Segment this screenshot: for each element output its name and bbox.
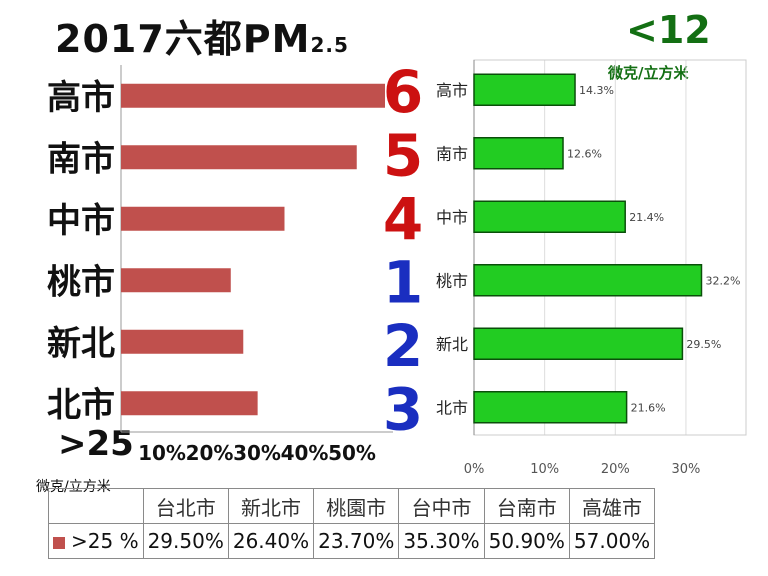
right-value-label: 14.3% xyxy=(579,84,614,97)
right-category-label: 高市 xyxy=(436,81,468,100)
table-row-label: >25 % xyxy=(48,523,144,559)
right-bar xyxy=(473,137,564,170)
table-header-cell: 桃園市 xyxy=(313,488,400,524)
table-cell: 23.70% xyxy=(313,523,400,559)
table-header-row: 台北市 新北市 桃園市 台中市 台南市 高雄市 xyxy=(48,488,656,524)
left-category-label: 新北 xyxy=(47,324,115,364)
right-category-label: 新北 xyxy=(436,335,468,354)
right-bar xyxy=(473,327,684,360)
right-bar xyxy=(473,391,628,424)
right-value-label: 21.4% xyxy=(629,211,664,224)
left-tick-label: 40% xyxy=(281,441,329,465)
table-cell: 29.50% xyxy=(142,523,229,559)
left-category-label: 北市 xyxy=(47,385,115,425)
rank-number: 5 xyxy=(383,121,423,189)
right-tick-label: 0% xyxy=(464,462,485,477)
legend-swatch xyxy=(53,536,65,549)
left-bar xyxy=(121,391,258,416)
left-bar xyxy=(121,329,244,354)
table-header-cell: 新北市 xyxy=(227,488,315,524)
table-cell: 26.40% xyxy=(227,523,315,559)
rank-number: 4 xyxy=(383,185,423,253)
rank-number: 1 xyxy=(383,248,423,316)
rank-number: 2 xyxy=(383,312,423,380)
left-tick-label: 30% xyxy=(233,441,281,465)
table-row: >25 % 29.50% 26.40% 23.70% 35.30% 50.90%… xyxy=(48,523,656,559)
right-bar xyxy=(473,264,703,297)
table-header-cell: 台南市 xyxy=(483,488,570,524)
table-cell: 35.30% xyxy=(398,523,485,559)
left-bar xyxy=(121,268,231,293)
table-header-cell xyxy=(48,488,144,524)
chart-title: 2017六都PM2.5 xyxy=(55,17,349,61)
left-category-label: 中市 xyxy=(47,201,115,241)
left-bar xyxy=(121,145,357,170)
right-value-label: 12.6% xyxy=(567,147,602,160)
left-tick-label: 10% xyxy=(138,441,186,465)
right-plot-border xyxy=(473,59,747,436)
table-header-cell: 台北市 xyxy=(142,488,229,524)
right-threshold-label: <12 xyxy=(626,8,711,52)
right-tick-label: 10% xyxy=(530,462,559,477)
rank-number: 3 xyxy=(383,375,423,443)
left-tick-label: 50% xyxy=(328,441,376,465)
data-table: 台北市 新北市 桃園市 台中市 台南市 高雄市 >25 % 29.50% 26.… xyxy=(48,488,656,559)
right-tick-label: 30% xyxy=(671,462,700,477)
rank-number: 6 xyxy=(383,58,423,126)
table-cell: 57.00% xyxy=(568,523,656,559)
right-bar xyxy=(473,73,576,106)
right-value-label: 21.6% xyxy=(631,401,666,414)
left-bar xyxy=(121,83,385,108)
left-category-label: 南市 xyxy=(47,139,115,179)
right-bar xyxy=(473,200,626,233)
right-tick-label: 20% xyxy=(601,462,630,477)
table-header-cell: 高雄市 xyxy=(568,488,656,524)
table-header-cell: 台中市 xyxy=(398,488,485,524)
left-bar xyxy=(121,206,285,231)
right-value-label: 29.5% xyxy=(686,338,721,351)
right-category-label: 桃市 xyxy=(436,271,468,290)
right-unit-label: 微克/立方米 xyxy=(608,64,689,82)
right-category-label: 北市 xyxy=(436,398,468,417)
right-value-label: 32.2% xyxy=(705,274,740,287)
right-category-label: 南市 xyxy=(436,144,468,163)
left-category-label: 高市 xyxy=(47,78,115,118)
left-category-label: 桃市 xyxy=(47,262,115,302)
table-cell: 50.90% xyxy=(483,523,570,559)
left-tick-label: 20% xyxy=(186,441,234,465)
right-category-label: 中市 xyxy=(436,208,468,227)
